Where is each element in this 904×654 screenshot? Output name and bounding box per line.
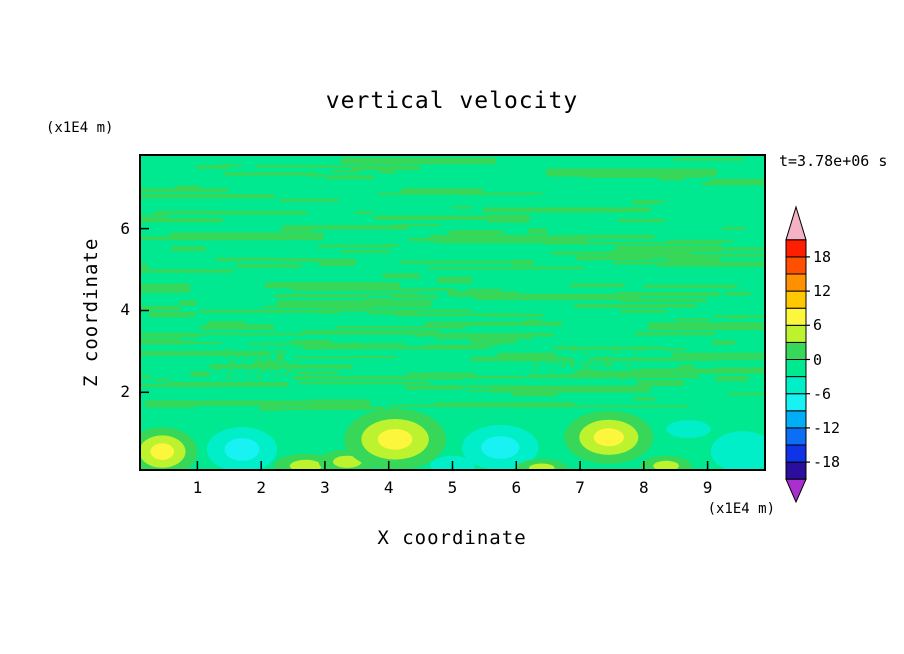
time-label: t=3.78e+06 s <box>779 152 888 170</box>
x-tick-label: 9 <box>702 478 713 497</box>
y-tick-label: 6 <box>120 218 130 238</box>
colorbar-label: 6 <box>813 316 823 335</box>
x-tick-label: 6 <box>511 478 522 497</box>
colorbar-label: -12 <box>813 418 841 437</box>
plot-title: vertical velocity <box>325 88 579 114</box>
x-tick-label: 8 <box>638 478 649 497</box>
y-tick-label: 2 <box>120 382 130 402</box>
x-tick-label: 2 <box>256 478 266 497</box>
colorbar-under-arrow <box>785 478 807 504</box>
colorbar-label: 0 <box>813 350 823 369</box>
x-tick-label: 7 <box>575 478 585 497</box>
y-tick-label: 4 <box>120 300 130 320</box>
plot-frame <box>139 154 766 471</box>
colorbar-label: 12 <box>813 282 832 301</box>
x-tick-label: 1 <box>192 478 203 497</box>
axis-ticks <box>140 227 709 470</box>
x-axis-unit-label: (x1E4 m) <box>707 501 775 517</box>
x-tick-label: 5 <box>447 478 458 497</box>
contour-field <box>140 155 765 470</box>
colorbar-over-arrow <box>785 205 807 241</box>
colorbar-label: -6 <box>813 384 832 403</box>
y-axis-unit-label: (x1E4 m) <box>46 120 114 136</box>
colorbar-label: -18 <box>813 453 841 472</box>
colorbar <box>785 205 810 504</box>
colorbar-label: 18 <box>813 247 832 266</box>
x-axis-title: X coordinate <box>377 527 527 549</box>
x-tick-label: 4 <box>383 478 394 497</box>
x-tick-label: 3 <box>320 478 330 497</box>
